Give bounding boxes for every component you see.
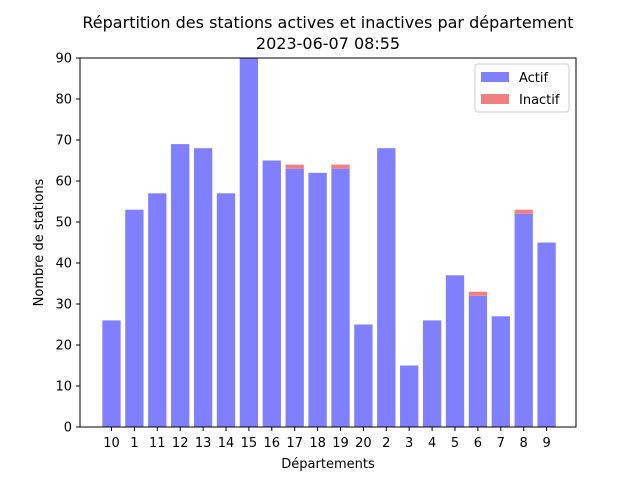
x-tick-label-17: 17 [286,436,303,451]
bar-actif-11 [148,193,167,427]
bar-actif-20 [354,324,373,427]
x-tick-label-12: 12 [172,436,189,451]
y-tick-label-0: 0 [64,421,72,436]
bar-actif-10 [102,320,121,427]
bar-actif-19 [331,168,350,427]
bar-actif-18 [308,172,327,427]
bar-actif-3 [400,365,419,427]
x-tick-label-16: 16 [264,436,281,451]
bar-inactif-8 [514,209,533,214]
x-tick-label-10: 10 [103,436,120,451]
bars-layer [102,58,556,427]
x-tick-label-8: 8 [520,436,528,451]
chart-title: Répartition des stations actives et inac… [82,13,573,32]
x-tick-label-4: 4 [428,436,436,451]
x-tick-label-9: 9 [542,436,550,451]
bar-actif-4 [422,320,442,427]
y-tick-label-40: 40 [55,257,72,272]
y-tick-label-70: 70 [55,134,72,149]
x-tick-label-7: 7 [497,436,505,451]
y-axis-label: Nombre de stations [32,178,47,306]
legend: Actif Inactif [474,63,570,113]
x-tick-label-5: 5 [451,436,459,451]
bar-actif-7 [491,316,510,427]
bar-actif-8 [514,213,533,427]
bar-actif-14 [216,193,236,427]
x-tick-label-19: 19 [332,436,349,451]
bar-actif-15 [239,58,259,427]
legend-label-inactif: Inactif [519,93,560,108]
bar-inactif-6 [468,291,488,296]
y-tick-label-20: 20 [55,339,72,354]
x-tick-label-13: 13 [195,436,212,451]
x-tick-label-14: 14 [218,436,235,451]
bar-actif-16 [262,160,281,427]
x-tick-label-15: 15 [241,436,258,451]
y-tick-label-50: 50 [55,216,72,231]
y-tick-label-60: 60 [55,175,72,190]
bar-actif-5 [445,275,465,427]
x-tick-label-20: 20 [355,436,372,451]
legend-swatch-actif [481,72,509,82]
y-tick-label-10: 10 [55,380,72,395]
plot-frame [79,57,577,428]
legend-swatch-inactif [481,94,509,104]
x-tick-label-3: 3 [405,436,413,451]
bar-actif-12 [171,144,190,427]
chart-subtitle: 2023-06-07 08:55 [256,34,400,53]
bar-actif-6 [468,295,488,427]
y-tick-label-30: 30 [55,298,72,313]
bar-actif-2 [377,148,396,427]
bar-actif-1 [125,209,144,427]
x-tick-label-1: 1 [130,436,138,451]
x-tick-label-18: 18 [309,436,326,451]
bar-actif-9 [537,242,556,427]
x-tick-label-6: 6 [474,436,482,451]
y-axis: 0 10 20 30 40 50 60 70 80 90 [55,52,80,436]
x-axis-label: Départements [281,457,375,472]
bar-actif-13 [193,148,213,427]
bar-actif-17 [285,168,304,427]
x-tick-label-2: 2 [382,436,390,451]
bar-inactif-19 [331,164,350,169]
legend-label-actif: Actif [519,71,549,86]
bar-inactif-17 [285,164,304,169]
y-tick-label-90: 90 [55,52,72,67]
y-tick-label-80: 80 [55,93,72,108]
x-axis: 10 1 11 12 13 14 15 16 17 18 19 20 2 3 4 5 6 7 8 9 [103,427,551,451]
x-tick-label-11: 11 [149,436,166,451]
